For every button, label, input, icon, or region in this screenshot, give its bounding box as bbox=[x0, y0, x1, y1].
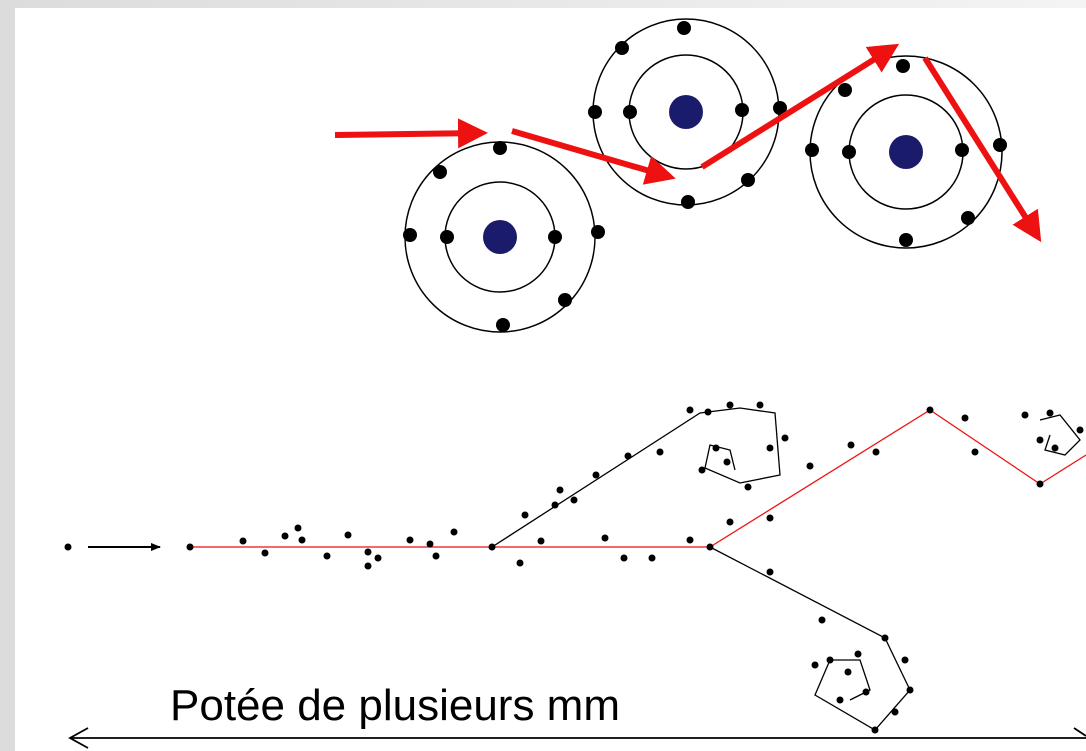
page: Potée de plusieurs mm (() => { const dat… bbox=[0, 0, 1086, 751]
caption: Potée de plusieurs mm bbox=[170, 681, 620, 730]
slide bbox=[15, 8, 1086, 751]
diagram: Potée de plusieurs mm bbox=[0, 0, 1086, 751]
